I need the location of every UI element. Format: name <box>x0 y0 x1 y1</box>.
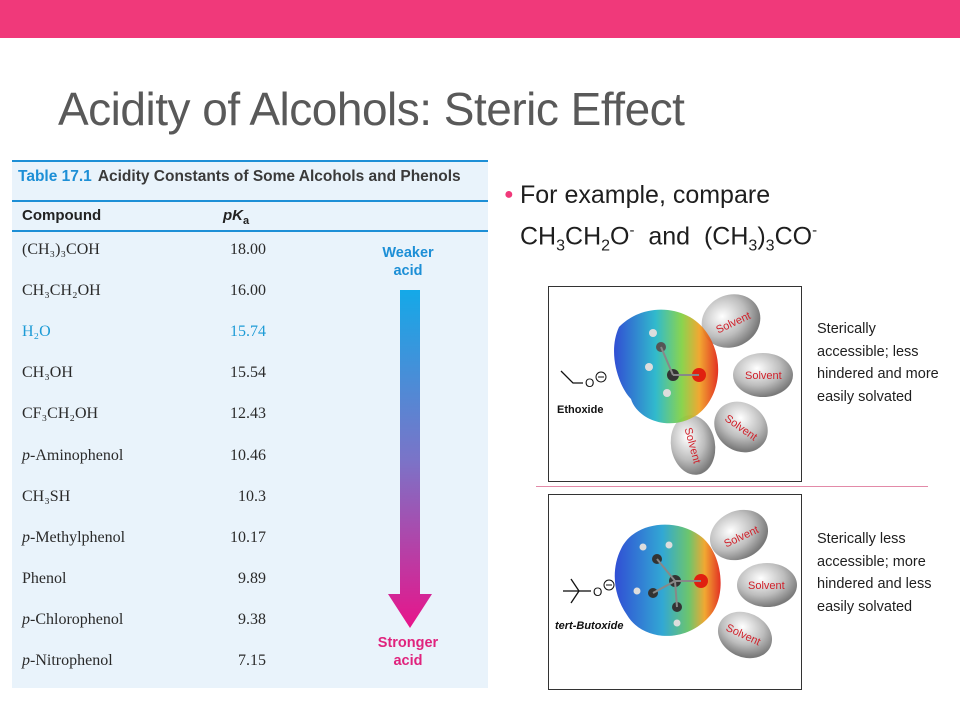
compound-cell: (CH₃)₃COH <box>22 241 100 258</box>
formula-part: CO <box>774 222 813 251</box>
pka-cell: 7.15 <box>238 652 266 669</box>
formula-subscript: 3 <box>748 237 758 255</box>
pka-cell: 12.43 <box>230 405 266 422</box>
solvent-label: Solvent <box>748 580 785 592</box>
formula-part: CH <box>520 222 557 251</box>
table-caption-text: Acidity Constants of Some Alcohols and P… <box>97 168 461 185</box>
bullet-dot-icon: ● <box>504 186 514 203</box>
compound-cell: p-Aminophenol <box>22 447 124 464</box>
compound-cell: Phenol <box>22 570 67 587</box>
bullet-line-2: CH3CH2O- and (CH3)3CO- <box>520 214 817 263</box>
table-row: Phenol 9.89 <box>12 567 312 595</box>
compound-cell: p-Nitrophenol <box>22 652 113 669</box>
table-row: CH₃CH₂OH 16.00 <box>12 279 312 307</box>
slide-title: Acidity of Alcohols: Steric Effect <box>58 83 685 135</box>
stronger-acid-label: Stronger acid <box>362 634 454 670</box>
formula-subscript: 2 <box>601 237 611 255</box>
formula-part: CH <box>565 222 602 251</box>
column-header-compound: Compound <box>22 207 102 224</box>
compound-cell: p-Methylphenol <box>22 529 126 546</box>
table-row: CH₃SH 10.3 <box>12 485 312 513</box>
note-ethoxide: Sterically accessible; less hindered and… <box>817 321 939 405</box>
ethoxide-solvation-panel: Solvent Solvent Solvent Solvent O Ethoxi… <box>548 286 802 482</box>
formula-subscript: 3 <box>765 237 775 255</box>
tert-butoxide-molecule-image: Solvent Solvent Solvent O tert-Butoxide <box>555 509 797 659</box>
ethoxide-label: Ethoxide <box>557 404 603 416</box>
weaker-label-line2: acid <box>393 263 423 279</box>
note-tert-butoxide: Sterically less accessible; more hindere… <box>817 531 932 615</box>
stronger-label-line1: Stronger <box>377 635 439 651</box>
pka-subscript: a <box>243 215 250 227</box>
pka-symbol: pK <box>223 207 243 224</box>
table-row: p-Methylphenol 10.17 <box>12 526 312 554</box>
table-row-highlighted: H₂O 15.74 <box>12 320 312 348</box>
table-row: p-Nitrophenol 7.15 <box>12 649 312 677</box>
svg-text:O: O <box>585 376 594 390</box>
pka-cell: 9.89 <box>238 570 266 587</box>
ethoxide-molecule-image: Solvent Solvent Solvent Solvent O Ethoxi… <box>557 294 793 475</box>
compound-cell: CH₃CH₂OH <box>22 282 101 299</box>
pka-cell: 15.54 <box>230 364 266 381</box>
table-row: p-Chlorophenol 9.38 <box>12 608 312 636</box>
tert-butoxide-label: tert-Butoxide <box>555 620 623 632</box>
pka-cell: 9.38 <box>238 611 266 628</box>
table-row: CF₃CH₂OH 12.43 <box>12 402 312 430</box>
compound-cell: CH₃OH <box>22 364 73 381</box>
table-row: CH₃OH 15.54 <box>12 361 312 389</box>
formula-subscript: 3 <box>556 237 566 255</box>
pka-cell: 18.00 <box>230 241 266 258</box>
table-header: Compound pKa <box>12 200 488 232</box>
table-row: p-Aminophenol 10.46 <box>12 444 312 472</box>
table-number: Table 17.1 <box>18 168 92 185</box>
svg-text:O: O <box>593 585 602 599</box>
formula-charge: - <box>812 222 818 239</box>
weaker-label-line1: Weaker <box>382 245 434 261</box>
formula-part: O <box>610 222 630 251</box>
acidity-gradient-arrow <box>388 290 432 628</box>
panel-divider <box>536 486 928 487</box>
weaker-acid-label: Weaker acid <box>368 244 448 280</box>
compound-cell: p-Chlorophenol <box>22 611 124 628</box>
pka-cell: 10.17 <box>230 529 266 546</box>
formula-part: ) <box>757 222 766 251</box>
compound-cell: H₂O <box>22 323 51 340</box>
column-header-pka: pKa <box>223 207 249 227</box>
pka-cell: 10.46 <box>230 447 266 464</box>
table-caption: Table 17.1 Acidity Constants of Some Alco… <box>12 168 488 198</box>
solvent-label: Solvent <box>745 370 782 382</box>
tert-butoxide-solvation-panel: Solvent Solvent Solvent O tert-Butoxide <box>548 494 802 690</box>
stronger-label-line2: acid <box>393 653 423 669</box>
bullet-line-1: For example, compare <box>520 181 771 209</box>
acidity-table-figure: Table 17.1 Acidity Constants of Some Alco… <box>12 160 488 688</box>
table-row: (CH₃)₃COH 18.00 <box>12 238 312 266</box>
compound-cell: CH₃SH <box>22 488 71 505</box>
pka-cell: 16.00 <box>230 282 266 299</box>
formula-charge: - <box>629 222 635 239</box>
pka-cell: 10.3 <box>238 488 266 505</box>
pka-cell: 15.74 <box>230 323 266 340</box>
top-accent-bar <box>0 0 960 38</box>
compound-cell: CF₃CH₂OH <box>22 405 99 422</box>
formula-part: and (CH <box>634 222 749 251</box>
